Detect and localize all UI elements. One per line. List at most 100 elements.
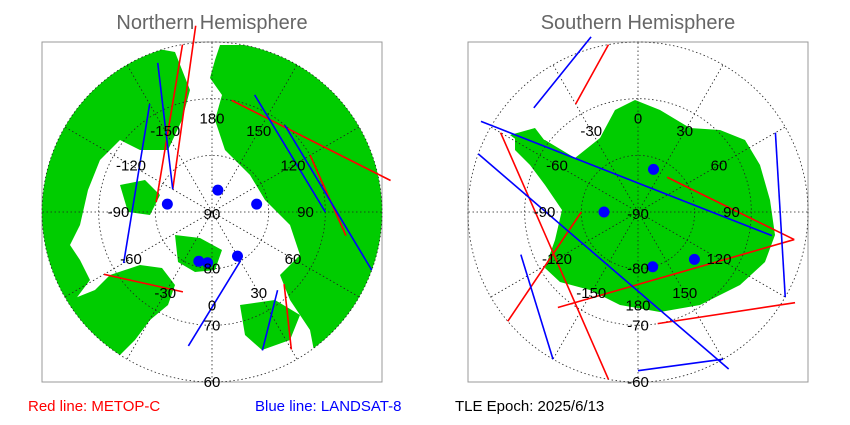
legend-red-series: Red line: METOP-C bbox=[28, 398, 161, 415]
south-lat-label-1: -70 bbox=[627, 317, 649, 334]
south-lon-spoke-7 bbox=[552, 211, 639, 360]
north-landmass-islands bbox=[120, 180, 160, 215]
legend-blue-series: Blue line: LANDSAT-8 bbox=[255, 398, 402, 415]
north-red-track-3 bbox=[103, 273, 184, 293]
south-pass-point-2 bbox=[647, 261, 659, 273]
north-red-track-2 bbox=[309, 155, 347, 236]
north-lon-label-9: -90 bbox=[108, 204, 130, 221]
south-pass-point-0 bbox=[648, 163, 660, 175]
south-pole-label: -90 bbox=[627, 206, 649, 223]
south-lon-label-10: -60 bbox=[546, 157, 568, 174]
north-lon-spoke-4 bbox=[211, 126, 360, 213]
north-pass-point-3 bbox=[232, 250, 243, 262]
north-lon-label-5: 150 bbox=[246, 123, 271, 140]
south-pass-points bbox=[598, 163, 700, 273]
south-red-track-3 bbox=[657, 301, 796, 325]
north-blue-track-4 bbox=[253, 94, 327, 213]
north-pass-points bbox=[161, 184, 263, 269]
north-lon-spoke-7 bbox=[126, 64, 213, 213]
north-blue-track-5 bbox=[261, 289, 279, 351]
north-lon-label-0: 0 bbox=[208, 298, 216, 315]
south-lon-spoke-2 bbox=[637, 126, 786, 213]
south-orbit-tracks bbox=[477, 36, 796, 380]
north-land bbox=[42, 42, 382, 382]
south-pass-point-3 bbox=[688, 253, 700, 265]
north-lon-label-6: 180 bbox=[199, 111, 224, 128]
south-lat-label-0: -80 bbox=[627, 261, 649, 278]
south-lon-label-5: 150 bbox=[672, 285, 697, 302]
south-red-track-0 bbox=[574, 44, 610, 105]
south-lon-label-3: 90 bbox=[723, 204, 740, 221]
legend-tle-epoch: TLE Epoch: 2025/6/13 bbox=[455, 398, 605, 415]
north-landmass-eurasia bbox=[42, 42, 190, 310]
north-pass-point-1 bbox=[161, 198, 173, 210]
south-red-track-5 bbox=[499, 132, 610, 380]
north-pole-label: 90 bbox=[204, 206, 221, 223]
north-blue-track-3 bbox=[187, 260, 242, 347]
north-pass-point-4 bbox=[193, 255, 205, 267]
north-lon-label-8: -120 bbox=[116, 157, 146, 174]
south-lon-label-11: -30 bbox=[580, 123, 602, 140]
north-lon-label-10: -60 bbox=[120, 251, 142, 268]
south-grid-labels: -90 0 30 60 90 120 150 180 -150-120 -90 -60 -30 -80 -… bbox=[534, 111, 740, 392]
north-red-track-4 bbox=[231, 99, 391, 182]
north-blue-track-0 bbox=[156, 62, 174, 190]
south-lat-circle-2 bbox=[467, 41, 809, 383]
north-orbit-tracks bbox=[103, 25, 391, 351]
south-lon-label-2: 60 bbox=[711, 157, 728, 174]
south-blue-track-4 bbox=[480, 120, 773, 237]
south-blue-track-5 bbox=[637, 358, 724, 372]
north-lon-label-2: 60 bbox=[285, 251, 302, 268]
north-lon-spoke-5 bbox=[211, 64, 298, 213]
north-lon-label-11: -30 bbox=[154, 285, 176, 302]
north-lat-label-1: 70 bbox=[204, 317, 221, 334]
north-landmass-svalbard bbox=[240, 300, 300, 350]
north-title: Northern Hemisphere bbox=[116, 12, 307, 34]
south-lon-spoke-1 bbox=[637, 64, 724, 213]
south-lat-label-2: -60 bbox=[627, 374, 649, 391]
south-red-track-1 bbox=[507, 211, 582, 322]
south-lon-spoke-4 bbox=[637, 211, 786, 298]
north-red-track-0 bbox=[171, 25, 197, 190]
north-lon-spoke-1 bbox=[211, 211, 298, 360]
south-lon-label-1: 30 bbox=[676, 123, 693, 140]
south-landmass-antarctica bbox=[515, 100, 775, 312]
north-lat-label-2: 60 bbox=[204, 374, 221, 391]
south-blue-track-0 bbox=[533, 36, 592, 109]
north-lon-spoke-11 bbox=[126, 211, 213, 360]
north-lon-label-3: 90 bbox=[297, 204, 314, 221]
north-lon-label-4: 120 bbox=[280, 157, 305, 174]
south-blue-track-2 bbox=[774, 132, 787, 298]
south-lon-label-8: -120 bbox=[542, 251, 572, 268]
south-pass-point-1 bbox=[598, 206, 610, 218]
south-red-track-2 bbox=[666, 176, 795, 241]
south-lon-label-4: 120 bbox=[706, 251, 731, 268]
south-red-track-4 bbox=[557, 238, 795, 309]
south-title: Southern Hemisphere bbox=[541, 12, 736, 34]
north-red-track-1 bbox=[155, 44, 184, 203]
south-lon-label-6: 180 bbox=[625, 298, 650, 315]
south-lon-label-0: 0 bbox=[634, 111, 642, 128]
north-pass-point-2 bbox=[251, 198, 263, 210]
south-lon-spoke-11 bbox=[552, 64, 639, 213]
north-landmass-americas bbox=[210, 45, 382, 382]
south-lon-spoke-8 bbox=[490, 211, 639, 298]
north-lat-circle-2 bbox=[41, 41, 383, 383]
south-lon-spoke-10 bbox=[490, 126, 639, 213]
north-pass-point-0 bbox=[212, 184, 224, 196]
south-graticule bbox=[467, 41, 809, 383]
south-blue-track-1 bbox=[477, 153, 730, 370]
north-lon-label-7: -150 bbox=[150, 123, 180, 140]
north-red-track-5 bbox=[283, 284, 293, 350]
north-map-panel: 90 0 30 60 90 120 150 180 -150-120 -90 -60 -30 80 70 6… bbox=[41, 25, 391, 392]
north-grid-labels: 90 0 30 60 90 120 150 180 -150-120 -90 -60 -30 80 70 6… bbox=[108, 111, 314, 392]
north-blue-track-2 bbox=[284, 124, 373, 271]
north-lat-label-0: 80 bbox=[204, 261, 221, 278]
south-lon-spoke-5 bbox=[637, 211, 724, 360]
north-lon-label-1: 30 bbox=[250, 285, 267, 302]
south-blue-track-3 bbox=[520, 254, 554, 360]
south-map-panel: -90 0 30 60 90 120 150 180 -150-120 -90 -60 -30 -80 -… bbox=[467, 36, 809, 392]
north-lon-spoke-10 bbox=[64, 211, 213, 298]
north-lon-spoke-2 bbox=[211, 211, 360, 298]
